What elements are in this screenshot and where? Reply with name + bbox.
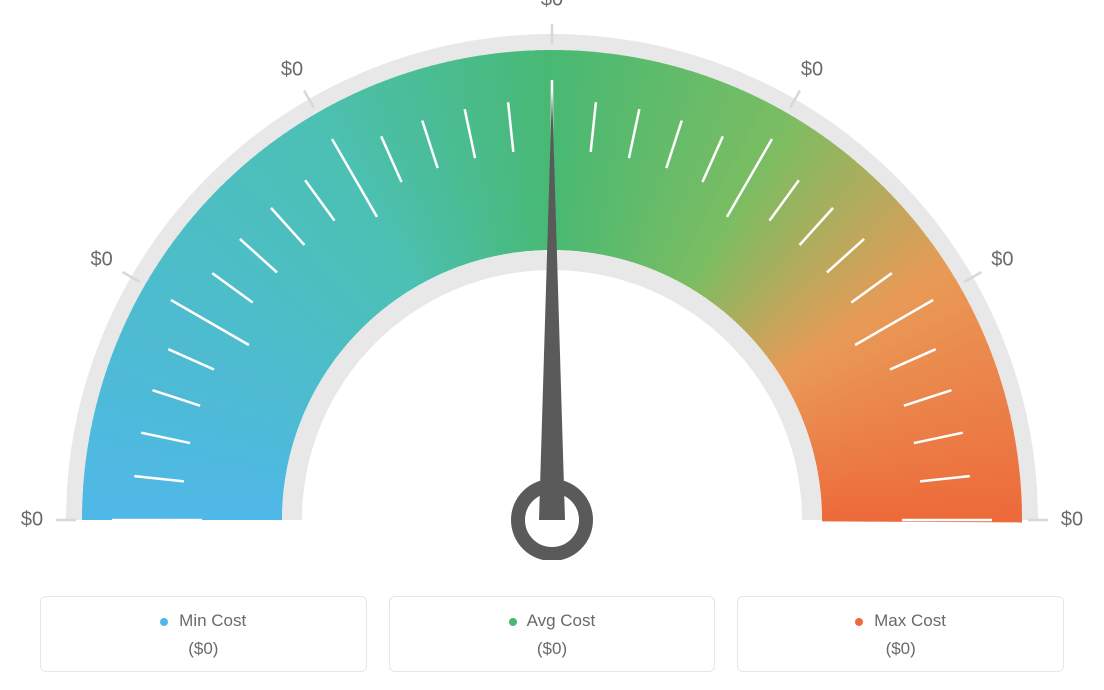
legend-dot-min	[160, 618, 168, 626]
gauge-tick-label: $0	[1061, 509, 1083, 532]
legend-value-min: ($0)	[51, 639, 356, 659]
legend-card-avg: Avg Cost ($0)	[389, 596, 716, 672]
gauge-svg	[0, 0, 1104, 560]
legend-dot-avg	[509, 618, 517, 626]
legend-title-min: Min Cost	[51, 611, 356, 631]
legend-card-max: Max Cost ($0)	[737, 596, 1064, 672]
legend-card-min: Min Cost ($0)	[40, 596, 367, 672]
legend-value-avg: ($0)	[400, 639, 705, 659]
legend-label-min: Min Cost	[179, 611, 246, 630]
legend-title-avg: Avg Cost	[400, 611, 705, 631]
gauge-tick-label: $0	[21, 509, 43, 532]
legend-value-max: ($0)	[748, 639, 1053, 659]
legend-label-avg: Avg Cost	[527, 611, 596, 630]
gauge-chart-container: $0 $0 $0 $0 $0 $0 $0 Min Cost ($0) Avg Cost ($…	[0, 0, 1104, 690]
gauge-tick-label: $0	[991, 249, 1013, 272]
gauge-tick-label: $0	[281, 58, 303, 81]
gauge-area: $0 $0 $0 $0 $0 $0 $0	[0, 0, 1104, 560]
gauge-tick-label: $0	[801, 58, 823, 81]
legend-title-max: Max Cost	[748, 611, 1053, 631]
gauge-tick-label: $0	[541, 0, 563, 12]
legend-dot-max	[855, 618, 863, 626]
legend-label-max: Max Cost	[874, 611, 946, 630]
legend-row: Min Cost ($0) Avg Cost ($0) Max Cost ($0…	[40, 596, 1064, 672]
gauge-tick-label: $0	[91, 249, 113, 272]
